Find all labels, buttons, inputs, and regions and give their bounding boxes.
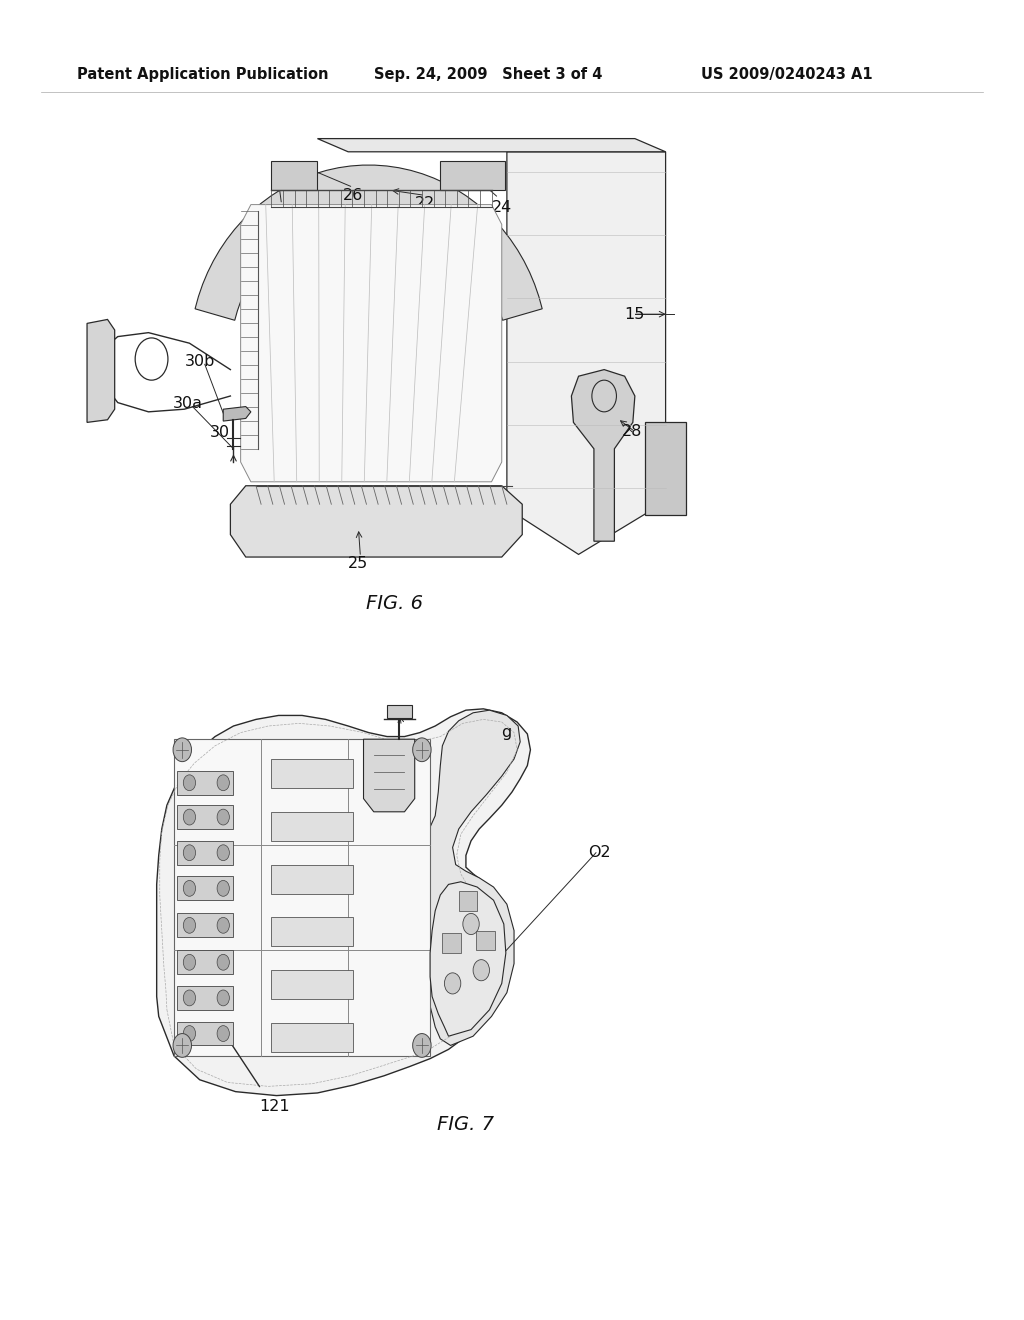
Circle shape bbox=[173, 1034, 191, 1057]
Polygon shape bbox=[440, 161, 505, 190]
Text: 30: 30 bbox=[210, 425, 230, 441]
Polygon shape bbox=[195, 165, 543, 321]
Text: 24: 24 bbox=[492, 199, 512, 215]
Bar bbox=[177, 913, 233, 937]
Circle shape bbox=[217, 990, 229, 1006]
Circle shape bbox=[413, 1034, 431, 1057]
Bar bbox=[177, 986, 233, 1010]
Text: 121: 121 bbox=[259, 1098, 290, 1114]
Circle shape bbox=[183, 954, 196, 970]
Circle shape bbox=[183, 990, 196, 1006]
Text: 22: 22 bbox=[415, 195, 435, 211]
Bar bbox=[271, 1023, 353, 1052]
Text: O2: O2 bbox=[588, 845, 610, 861]
Bar bbox=[177, 805, 233, 829]
Circle shape bbox=[217, 809, 229, 825]
Polygon shape bbox=[241, 205, 502, 482]
Circle shape bbox=[217, 1026, 229, 1041]
Text: 30a: 30a bbox=[172, 396, 203, 412]
Circle shape bbox=[183, 775, 196, 791]
Polygon shape bbox=[223, 407, 251, 421]
Bar bbox=[476, 931, 495, 950]
Circle shape bbox=[217, 775, 229, 791]
Bar bbox=[271, 759, 353, 788]
Text: Sep. 24, 2009  Sheet 3 of 4: Sep. 24, 2009 Sheet 3 of 4 bbox=[374, 67, 602, 82]
Bar bbox=[177, 771, 233, 795]
Polygon shape bbox=[571, 370, 635, 541]
Circle shape bbox=[183, 917, 196, 933]
Circle shape bbox=[217, 954, 229, 970]
Bar bbox=[271, 812, 353, 841]
Bar bbox=[271, 917, 353, 946]
Polygon shape bbox=[364, 739, 415, 812]
Bar bbox=[177, 876, 233, 900]
Polygon shape bbox=[645, 422, 686, 515]
Polygon shape bbox=[430, 882, 506, 1036]
Polygon shape bbox=[87, 319, 115, 422]
Text: 17: 17 bbox=[299, 453, 319, 469]
Circle shape bbox=[173, 738, 191, 762]
Bar bbox=[177, 841, 233, 865]
Bar bbox=[177, 1022, 233, 1045]
Text: 26: 26 bbox=[343, 187, 364, 203]
Polygon shape bbox=[317, 139, 666, 152]
Text: US 2009/0240243 A1: US 2009/0240243 A1 bbox=[701, 67, 873, 82]
Text: g: g bbox=[501, 725, 511, 741]
Circle shape bbox=[444, 973, 461, 994]
Circle shape bbox=[473, 960, 489, 981]
Text: 27: 27 bbox=[268, 206, 289, 222]
Circle shape bbox=[183, 1026, 196, 1041]
Circle shape bbox=[217, 880, 229, 896]
Text: 25: 25 bbox=[348, 556, 369, 572]
Text: FIG. 7: FIG. 7 bbox=[437, 1115, 495, 1134]
Text: 34: 34 bbox=[392, 774, 413, 789]
Text: FIG. 6: FIG. 6 bbox=[366, 594, 423, 614]
Bar bbox=[442, 933, 461, 953]
Polygon shape bbox=[174, 739, 430, 1056]
Text: 15: 15 bbox=[625, 306, 645, 322]
Polygon shape bbox=[271, 161, 317, 190]
Polygon shape bbox=[507, 152, 666, 554]
Text: 28: 28 bbox=[622, 424, 642, 440]
Circle shape bbox=[217, 845, 229, 861]
Circle shape bbox=[183, 809, 196, 825]
Circle shape bbox=[463, 913, 479, 935]
Circle shape bbox=[413, 738, 431, 762]
Polygon shape bbox=[157, 709, 530, 1096]
Circle shape bbox=[217, 917, 229, 933]
Polygon shape bbox=[397, 710, 520, 1045]
Circle shape bbox=[183, 880, 196, 896]
Bar bbox=[271, 865, 353, 894]
Polygon shape bbox=[230, 486, 522, 557]
Text: Patent Application Publication: Patent Application Publication bbox=[77, 67, 329, 82]
Text: 30b: 30b bbox=[184, 354, 215, 370]
Bar bbox=[387, 705, 412, 718]
Bar bbox=[271, 970, 353, 999]
Bar bbox=[177, 950, 233, 974]
Bar bbox=[459, 891, 477, 911]
Circle shape bbox=[183, 845, 196, 861]
